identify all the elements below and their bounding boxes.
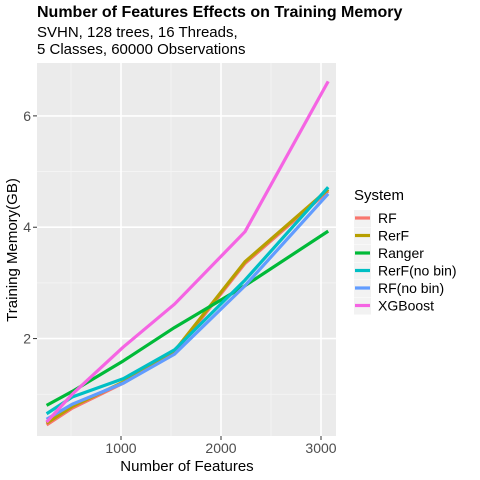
series-line-ranger [45, 229, 330, 407]
x-tick-label: 3000 [305, 440, 336, 456]
y-tick-label: 6 [23, 108, 31, 124]
grid [37, 63, 336, 436]
chart-subtitle-line-1: SVHN, 128 trees, 16 Threads, [37, 24, 238, 41]
x-axis-title: Number of Features [120, 458, 253, 475]
chart-subtitle-line-2: 5 Classes, 60000 Observations [37, 41, 245, 58]
x-tick-label: 2000 [205, 440, 236, 456]
legend-label: RerF [378, 228, 409, 244]
legend-label: RF [378, 210, 397, 226]
plot-panel [37, 63, 336, 436]
chart-title: Number of Features Effects on Training M… [37, 4, 403, 21]
legend-label: RF(no bin) [378, 280, 444, 296]
series-line-xgboost [45, 80, 330, 424]
y-axis-title: Training Memory(GB) [4, 178, 21, 322]
x-tick-label: 1000 [105, 440, 136, 456]
legend-title: System [354, 187, 404, 204]
axis-ticks: 1000 2000 3000 2 4 6 [23, 108, 337, 456]
series-line-rf-no-bin [45, 192, 330, 421]
series-lines [45, 80, 330, 427]
y-tick-label: 2 [23, 331, 31, 347]
legend-label: XGBoost [378, 298, 434, 314]
y-tick-label: 4 [23, 219, 31, 235]
legend-label: RerF(no bin) [378, 263, 457, 279]
series-line-rerf [45, 188, 330, 425]
legend-label: Ranger [378, 245, 424, 261]
